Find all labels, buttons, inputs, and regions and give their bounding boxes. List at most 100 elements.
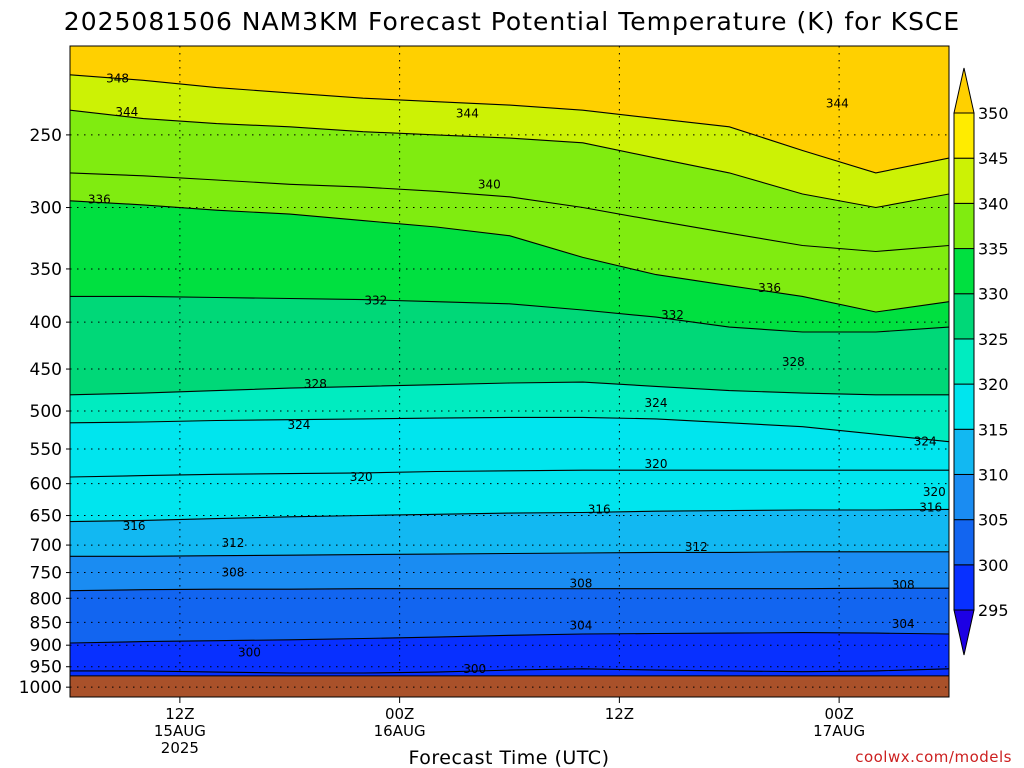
contour-label: 324 bbox=[645, 396, 668, 410]
contour-label: 336 bbox=[758, 281, 781, 295]
colorbar-tick-label: 345 bbox=[978, 149, 1009, 168]
colorbar-segment bbox=[953, 473, 975, 521]
y-tick-label: 1000 bbox=[19, 678, 62, 698]
ground-fill bbox=[70, 675, 949, 697]
colorbar-segment bbox=[953, 248, 975, 295]
contour-label: 300 bbox=[985, 653, 1008, 667]
contour-label: 320 bbox=[645, 457, 668, 471]
isentrope-line bbox=[70, 508, 949, 523]
contour-label: 344 bbox=[115, 105, 138, 119]
contour-label: 312 bbox=[222, 536, 245, 550]
contour-label: 308 bbox=[892, 578, 915, 592]
isentrope-line bbox=[70, 469, 949, 478]
isentrope-line bbox=[70, 668, 949, 674]
y-tick-label: 650 bbox=[30, 507, 62, 527]
isentrope-line bbox=[70, 416, 949, 443]
x-tick-label: 15AUG bbox=[154, 722, 206, 740]
contour-label: 328 bbox=[782, 355, 805, 369]
colorbar-tick-label: 325 bbox=[978, 330, 1009, 349]
plot-frame bbox=[69, 45, 950, 698]
isentrope-line bbox=[70, 632, 949, 644]
isentrope-line bbox=[70, 74, 949, 174]
colorbar-tick-label: 315 bbox=[978, 420, 1009, 439]
y-tick-label: 900 bbox=[30, 636, 62, 656]
colorbar-segment bbox=[953, 112, 975, 159]
isentrope-line bbox=[70, 381, 949, 396]
y-tick-label: 450 bbox=[30, 360, 62, 380]
contour-label: 336 bbox=[88, 192, 111, 206]
x-axis: 12Z15AUG202500Z16AUG12Z00Z17AUG12Z bbox=[154, 697, 865, 757]
colorbar-segment bbox=[953, 428, 975, 475]
isentrope-line bbox=[70, 587, 949, 592]
colorbar-segment bbox=[953, 519, 975, 566]
x-tick-label: 16AUG bbox=[374, 722, 426, 740]
colorbar-tick-label: 305 bbox=[978, 511, 1009, 530]
isentrope-line bbox=[70, 200, 949, 313]
contour-label: 324 bbox=[914, 435, 937, 449]
x-tick-label: 12Z bbox=[165, 705, 194, 723]
colorbar-segment bbox=[953, 564, 975, 611]
colorbar-segment bbox=[953, 338, 975, 385]
colorbar-segment bbox=[953, 293, 975, 340]
x-tick-label: 2025 bbox=[161, 739, 199, 757]
contour-label: 340 bbox=[478, 177, 501, 191]
contour-label: 304 bbox=[892, 617, 915, 631]
contour-label: 332 bbox=[661, 308, 684, 322]
contour-label: 320 bbox=[350, 470, 373, 484]
y-tick-label: 800 bbox=[30, 589, 62, 609]
isentrope-line bbox=[70, 172, 949, 253]
y-tick-label: 850 bbox=[30, 613, 62, 633]
y-tick-label: 700 bbox=[30, 536, 62, 556]
colorbar-tick-label: 335 bbox=[978, 240, 1009, 259]
colorbar-segment bbox=[953, 157, 975, 204]
y-tick-label: 300 bbox=[30, 199, 62, 219]
colorbar-tick-label: 310 bbox=[978, 465, 1009, 484]
contour-label: 308 bbox=[222, 566, 245, 580]
contour-label: 312 bbox=[685, 540, 708, 554]
colorbar-tick-label: 295 bbox=[978, 601, 1009, 620]
colorbar-tick-label: 350 bbox=[978, 104, 1009, 123]
colorbar-tick-label: 340 bbox=[978, 194, 1009, 213]
colorbar-tick-label: 330 bbox=[978, 285, 1009, 304]
contour-label: 308 bbox=[569, 577, 592, 591]
credit-text: coolwx.com/models bbox=[855, 748, 1012, 766]
plot-area: 348 344 344 344 340 336 336 332 332 328 328 324 324 3… bbox=[70, 46, 1008, 697]
contour-label: 316 bbox=[588, 502, 611, 516]
y-tick-label: 550 bbox=[30, 440, 62, 460]
colorbar-segment bbox=[953, 202, 975, 250]
contour-label: 300 bbox=[238, 646, 261, 660]
x-axis-label: Forecast Time (UTC) bbox=[409, 747, 610, 768]
contour-label: 316 bbox=[123, 519, 146, 533]
y-tick-label: 500 bbox=[30, 402, 62, 422]
y-tick-label: 600 bbox=[30, 475, 62, 495]
y-tick-label: 750 bbox=[30, 564, 62, 584]
colorbar-top-arrow bbox=[953, 67, 975, 114]
contour-label: 344 bbox=[826, 96, 849, 110]
contour-label: 316 bbox=[919, 501, 942, 515]
x-tick-label: 00Z bbox=[385, 705, 414, 723]
contour-label: 324 bbox=[287, 418, 310, 432]
contour-label: 348 bbox=[106, 71, 129, 85]
contour-label: 300 bbox=[463, 662, 486, 676]
contour-label: 320 bbox=[923, 485, 946, 499]
colorbar-segment bbox=[953, 383, 975, 430]
colorbar-tick-label: 300 bbox=[978, 556, 1009, 575]
contour-label: 304 bbox=[569, 619, 592, 633]
x-tick-label: 00Z bbox=[824, 705, 853, 723]
colorbar-bottom-arrow bbox=[953, 609, 975, 656]
y-tick-label: 350 bbox=[30, 260, 62, 280]
contour-label: 328 bbox=[304, 377, 327, 391]
colorbar: 295 300 305 310 315 320 325 330 335 340 345 350 bbox=[953, 67, 1009, 656]
y-tick-label: 250 bbox=[30, 126, 62, 146]
y-tick-label: 950 bbox=[30, 658, 62, 678]
isentrope-line bbox=[70, 551, 949, 557]
isentrope-line bbox=[70, 295, 949, 333]
y-axis: 250 300 350 400 450 500 550 600 650 700 750 800 850 9… bbox=[19, 126, 70, 698]
isentrope-line bbox=[70, 109, 949, 209]
y-tick-label: 400 bbox=[30, 313, 62, 333]
contour-label: 344 bbox=[456, 107, 479, 121]
chart-title: 2025081506 NAM3KM Forecast Potential Tem… bbox=[64, 7, 960, 36]
x-tick-label: 12Z bbox=[605, 705, 634, 723]
x-tick-label: 17AUG bbox=[813, 722, 865, 740]
